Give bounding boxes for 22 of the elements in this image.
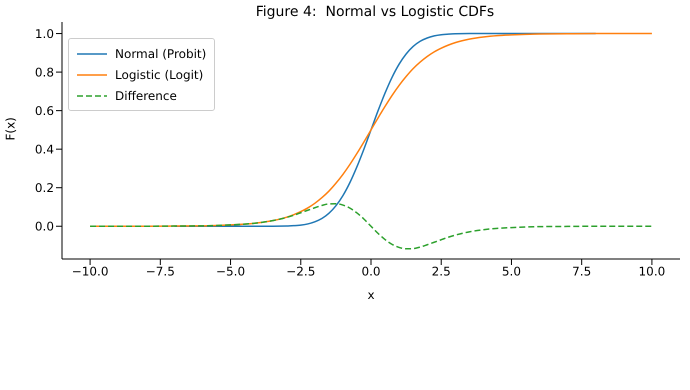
x-tick-label: 2.5 xyxy=(432,264,451,279)
y-tick-label: 0.2 xyxy=(34,180,54,195)
chart-title: Figure 4: Normal vs Logistic CDFs xyxy=(254,4,496,20)
x-tick-label: 7.5 xyxy=(572,264,592,279)
y-tick-label: 0.8 xyxy=(34,65,54,80)
x-tick-label: −10.0 xyxy=(72,264,108,279)
y-tick-label: 0.0 xyxy=(34,220,54,234)
legend-label: Logistic (Logit) xyxy=(115,68,204,82)
x-tick-label: 0.0 xyxy=(361,264,381,279)
legend-label: Difference xyxy=(115,88,177,102)
x-tick-label: 5.0 xyxy=(502,264,521,279)
y-axis-title: F(x) xyxy=(3,117,18,140)
x-tick-label: 10.0 xyxy=(638,264,666,279)
line-series xyxy=(89,202,653,250)
x-tick-label: −5.0 xyxy=(216,264,246,279)
y-tick-label: 0.6 xyxy=(34,104,54,118)
x-axis-title: x xyxy=(367,288,375,302)
legend-label: Normal (Probit) xyxy=(115,46,206,60)
y-tick-label: 0.4 xyxy=(34,142,54,156)
x-tick-label: −2.5 xyxy=(286,264,316,279)
y-tick-label: 1.0 xyxy=(34,26,54,41)
x-tick-label: −7.5 xyxy=(146,264,175,279)
